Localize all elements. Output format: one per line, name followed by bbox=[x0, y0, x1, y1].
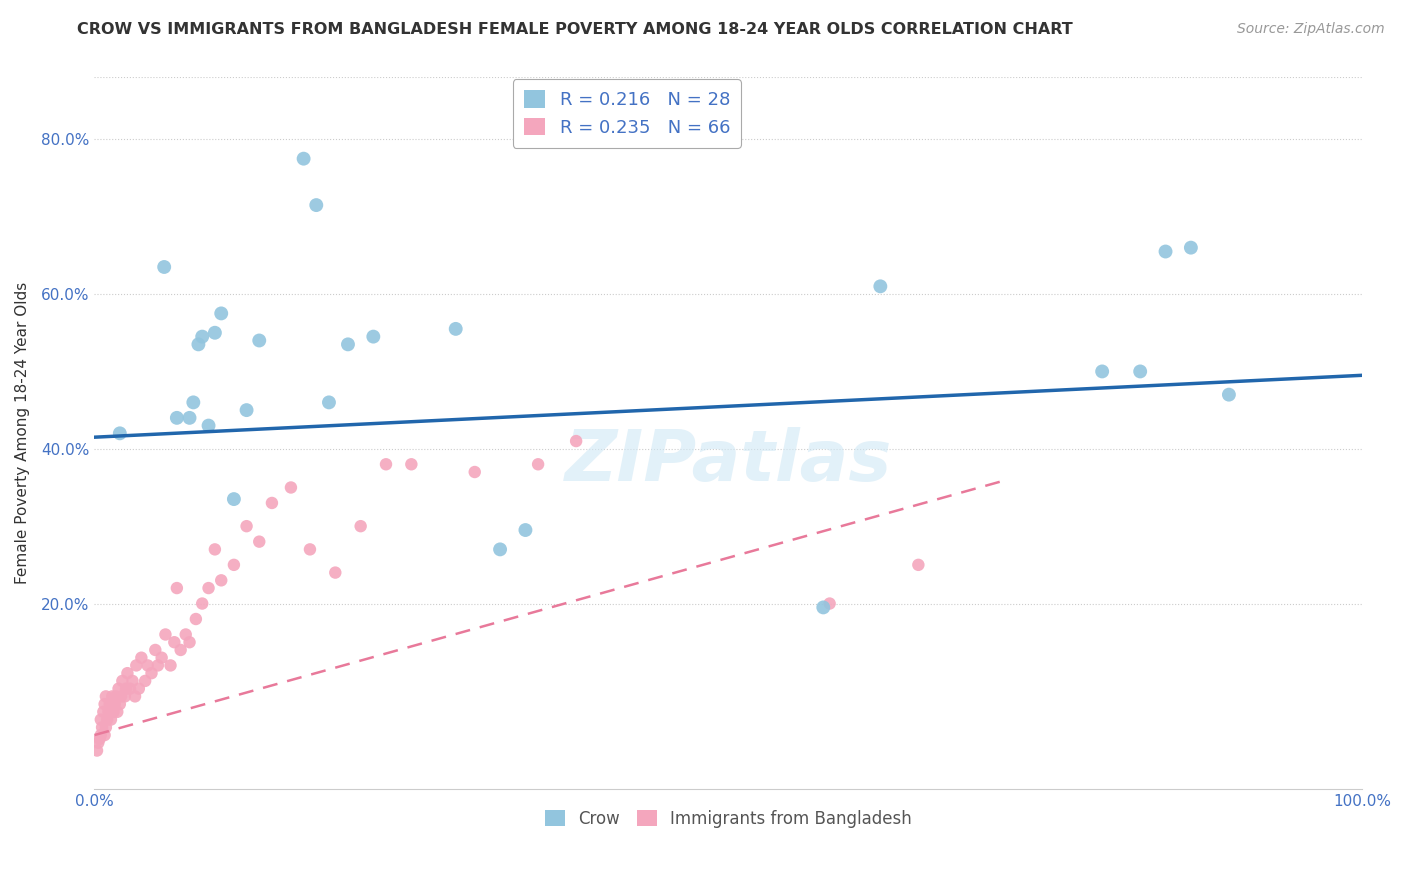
Y-axis label: Female Poverty Among 18-24 Year Olds: Female Poverty Among 18-24 Year Olds bbox=[15, 282, 30, 584]
Point bbox=[444, 322, 467, 336]
Point bbox=[105, 690, 128, 704]
Point bbox=[131, 650, 153, 665]
Point bbox=[121, 673, 143, 688]
Point bbox=[128, 681, 150, 696]
Point bbox=[111, 673, 134, 688]
Point bbox=[153, 260, 176, 274]
Point bbox=[134, 673, 156, 688]
Point bbox=[813, 600, 835, 615]
Point bbox=[818, 597, 841, 611]
Point bbox=[94, 720, 117, 734]
Point bbox=[105, 705, 128, 719]
Point bbox=[292, 152, 315, 166]
Point bbox=[114, 690, 136, 704]
Point bbox=[169, 643, 191, 657]
Point bbox=[1129, 364, 1152, 378]
Point bbox=[87, 736, 110, 750]
Point bbox=[191, 597, 214, 611]
Point bbox=[464, 465, 486, 479]
Point bbox=[515, 523, 537, 537]
Point bbox=[907, 558, 929, 572]
Legend: Crow, Immigrants from Bangladesh: Crow, Immigrants from Bangladesh bbox=[538, 803, 918, 834]
Point bbox=[235, 519, 257, 533]
Point bbox=[197, 418, 219, 433]
Point bbox=[179, 410, 201, 425]
Point bbox=[204, 326, 226, 340]
Point bbox=[489, 542, 512, 557]
Text: CROW VS IMMIGRANTS FROM BANGLADESH FEMALE POVERTY AMONG 18-24 YEAR OLDS CORRELAT: CROW VS IMMIGRANTS FROM BANGLADESH FEMAL… bbox=[77, 22, 1073, 37]
Point bbox=[110, 690, 132, 704]
Point bbox=[1180, 241, 1202, 255]
Point bbox=[187, 337, 209, 351]
Point bbox=[280, 481, 302, 495]
Point bbox=[166, 410, 188, 425]
Point bbox=[298, 542, 321, 557]
Point bbox=[93, 697, 115, 711]
Point bbox=[100, 713, 122, 727]
Point bbox=[247, 534, 270, 549]
Text: Source: ZipAtlas.com: Source: ZipAtlas.com bbox=[1237, 22, 1385, 37]
Point bbox=[235, 403, 257, 417]
Point bbox=[204, 542, 226, 557]
Point bbox=[89, 731, 111, 746]
Point bbox=[108, 697, 131, 711]
Point bbox=[90, 728, 112, 742]
Point bbox=[163, 635, 186, 649]
Point bbox=[183, 395, 205, 409]
Point bbox=[527, 457, 550, 471]
Point bbox=[86, 743, 108, 757]
Point bbox=[150, 650, 173, 665]
Point bbox=[565, 434, 588, 448]
Point bbox=[93, 728, 115, 742]
Point bbox=[1091, 364, 1114, 378]
Point bbox=[318, 395, 340, 409]
Point bbox=[247, 334, 270, 348]
Point bbox=[222, 492, 245, 507]
Point bbox=[350, 519, 373, 533]
Point bbox=[97, 705, 120, 719]
Point bbox=[174, 627, 197, 641]
Point bbox=[146, 658, 169, 673]
Point bbox=[101, 690, 124, 704]
Point bbox=[118, 681, 141, 696]
Point bbox=[136, 658, 159, 673]
Point bbox=[143, 643, 166, 657]
Point bbox=[93, 705, 115, 719]
Point bbox=[155, 627, 177, 641]
Point bbox=[209, 306, 232, 320]
Point bbox=[124, 690, 146, 704]
Point bbox=[375, 457, 398, 471]
Point bbox=[363, 329, 385, 343]
Point bbox=[197, 581, 219, 595]
Point bbox=[401, 457, 423, 471]
Point bbox=[222, 558, 245, 572]
Point bbox=[869, 279, 891, 293]
Point bbox=[125, 658, 148, 673]
Point bbox=[209, 574, 232, 588]
Point bbox=[90, 713, 112, 727]
Point bbox=[323, 566, 346, 580]
Point bbox=[184, 612, 207, 626]
Point bbox=[103, 705, 125, 719]
Point bbox=[96, 713, 118, 727]
Point bbox=[94, 690, 117, 704]
Point bbox=[166, 581, 188, 595]
Point bbox=[91, 720, 114, 734]
Point bbox=[104, 697, 127, 711]
Point bbox=[1154, 244, 1177, 259]
Point bbox=[305, 198, 328, 212]
Point bbox=[1218, 387, 1240, 401]
Point bbox=[159, 658, 181, 673]
Point bbox=[107, 681, 129, 696]
Point bbox=[191, 329, 214, 343]
Point bbox=[179, 635, 201, 649]
Point bbox=[141, 666, 163, 681]
Point bbox=[115, 681, 138, 696]
Point bbox=[117, 666, 139, 681]
Point bbox=[108, 426, 131, 441]
Point bbox=[98, 697, 121, 711]
Text: ZIPatlas: ZIPatlas bbox=[565, 427, 891, 496]
Point bbox=[260, 496, 283, 510]
Point bbox=[336, 337, 359, 351]
